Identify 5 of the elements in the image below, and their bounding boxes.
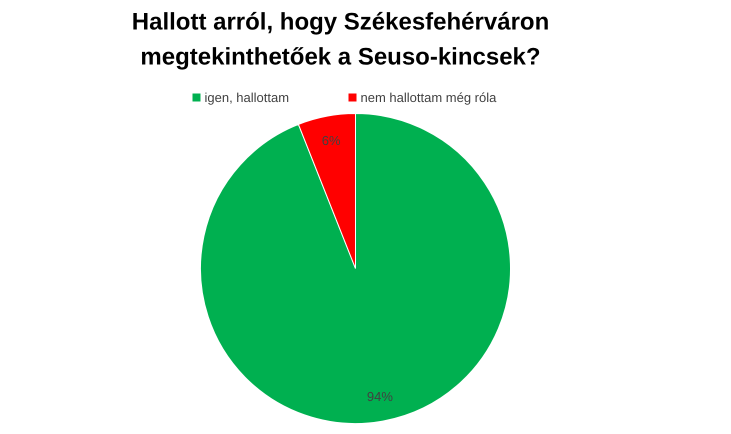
data-label: 6% [322,133,341,148]
chart-title: Hallott arról, hogy Székesfehérváron megtekinthetőek a Seuso-kincsek? [132,8,550,71]
legend-label: igen, hallottam [204,90,290,105]
legend-label: nem hallottam még róla [360,90,498,105]
data-label: 94% [366,388,394,404]
